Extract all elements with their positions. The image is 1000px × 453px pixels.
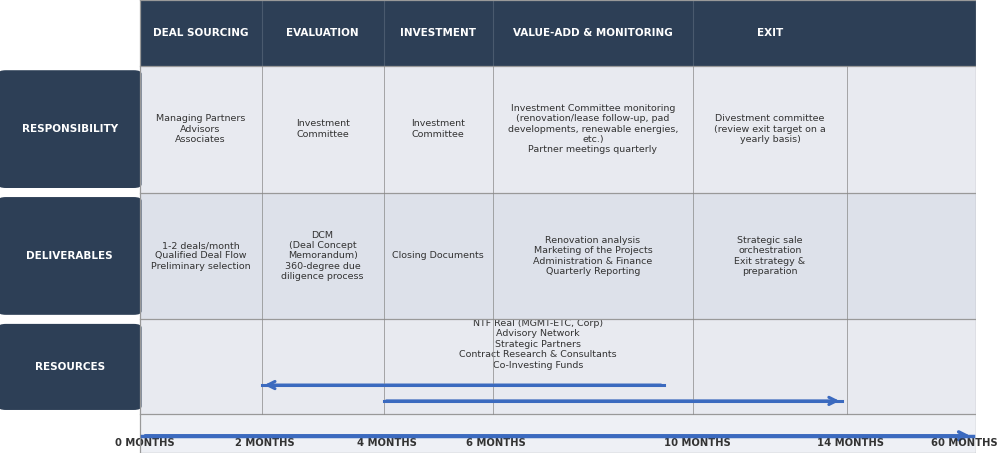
Text: 2 MONTHS: 2 MONTHS xyxy=(235,438,294,448)
Text: Strategic sale
orchestration
Exit strategy &
preparation: Strategic sale orchestration Exit strate… xyxy=(734,236,806,276)
Text: 4 MONTHS: 4 MONTHS xyxy=(357,438,416,448)
Text: INVESTMENT: INVESTMENT xyxy=(400,28,476,38)
FancyBboxPatch shape xyxy=(140,319,976,414)
Text: 6 MONTHS: 6 MONTHS xyxy=(466,438,526,448)
FancyBboxPatch shape xyxy=(140,193,976,319)
FancyBboxPatch shape xyxy=(140,414,976,453)
Text: Investment
Committee: Investment Committee xyxy=(296,120,350,139)
FancyBboxPatch shape xyxy=(140,0,976,66)
FancyBboxPatch shape xyxy=(0,70,142,188)
Text: Closing Documents: Closing Documents xyxy=(392,251,484,260)
Text: 14 MONTHS: 14 MONTHS xyxy=(817,438,884,448)
Text: Renovation analysis
Marketing of the Projects
Administration & Finance
Quarterly: Renovation analysis Marketing of the Pro… xyxy=(533,236,653,276)
Text: Investment
Committee: Investment Committee xyxy=(411,120,465,139)
Text: Managing Partners
Advisors
Associates: Managing Partners Advisors Associates xyxy=(156,114,245,144)
Text: DEAL SOURCING: DEAL SOURCING xyxy=(153,28,248,38)
Text: RESPONSIBILITY: RESPONSIBILITY xyxy=(22,124,118,134)
Text: 60 MONTHS: 60 MONTHS xyxy=(931,438,998,448)
Text: Investment Committee monitoring
(renovation/lease follow-up, pad
developments, r: Investment Committee monitoring (renovat… xyxy=(508,104,678,154)
FancyBboxPatch shape xyxy=(0,324,142,410)
FancyBboxPatch shape xyxy=(140,66,976,193)
Text: Divestment committee
(review exit target on a
yearly basis): Divestment committee (review exit target… xyxy=(714,114,826,144)
Text: 0 MONTHS: 0 MONTHS xyxy=(115,438,174,448)
Text: RESOURCES: RESOURCES xyxy=(35,362,105,372)
Text: EVALUATION: EVALUATION xyxy=(286,28,359,38)
Text: EXIT: EXIT xyxy=(757,28,783,38)
Text: DCM
(Deal Concept
Memorandum)
360-degree due
diligence process: DCM (Deal Concept Memorandum) 360-degree… xyxy=(281,231,364,281)
Text: 10 MONTHS: 10 MONTHS xyxy=(664,438,731,448)
Text: VALUE-ADD & MONITORING: VALUE-ADD & MONITORING xyxy=(513,28,673,38)
Text: DELIVERABLES: DELIVERABLES xyxy=(26,251,113,261)
Text: 1-2 deals/month
Qualified Deal Flow
Preliminary selection: 1-2 deals/month Qualified Deal Flow Prel… xyxy=(151,241,250,271)
FancyBboxPatch shape xyxy=(0,197,142,315)
Text: NTF Real (MGMT-ETC, Corp)
Advisory Network
Strategic Partners
Contract Research : NTF Real (MGMT-ETC, Corp) Advisory Netwo… xyxy=(459,319,617,370)
